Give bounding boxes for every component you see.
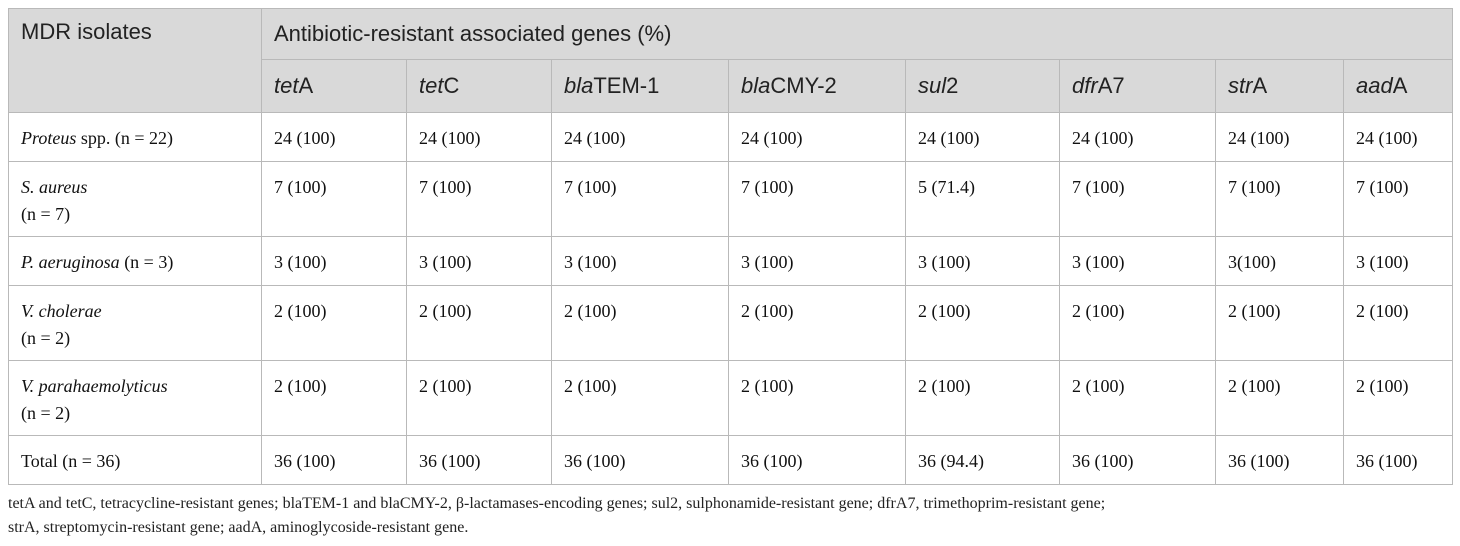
value-cell: 36 (100) <box>728 435 906 485</box>
value-cell: 7 (100) <box>406 161 552 237</box>
value-cell: 36 (100) <box>1215 435 1344 485</box>
value-cell: 24 (100) <box>406 112 552 162</box>
value-cell: 3 (100) <box>1342 236 1454 286</box>
table-row: S. aureus (n = 7) 7 (100) 7 (100) 7 (100)… <box>8 161 1454 237</box>
value-cell: 2 (100) <box>728 285 906 361</box>
value-cell: 7 (100) <box>728 161 906 237</box>
isolate-name-cell: V. parahaemolyticus (n = 2) <box>8 360 262 436</box>
value-cell: 24 (100) <box>261 112 407 162</box>
value-cell: 24 (100) <box>1059 112 1216 162</box>
table-row-total: Total (n = 36) 36 (100) 36 (100) 36 (100… <box>8 435 1454 485</box>
value-cell: 2 (100) <box>905 360 1060 436</box>
value-cell: 24 (100) <box>551 112 729 162</box>
value-cell: 2 (100) <box>551 285 729 361</box>
gene-header: blaCMY-2 <box>728 59 906 113</box>
gene-header: tetA <box>261 59 407 113</box>
table-row: V. cholerae (n = 2) 2 (100) 2 (100) 2 (10… <box>8 285 1454 361</box>
value-cell: 36 (100) <box>406 435 552 485</box>
value-cell: 24 (100) <box>1342 112 1454 162</box>
gene-header: sul2 <box>905 59 1060 113</box>
value-cell: 3 (100) <box>261 236 407 286</box>
value-cell: 36 (100) <box>261 435 407 485</box>
footnote-line: strA, streptomycin-resistant gene; aadA,… <box>8 519 469 536</box>
data-table-container: MDR isolates Antibiotic-resistant associ… <box>8 8 1454 485</box>
gene-header: strA <box>1215 59 1344 113</box>
value-cell: 36 (100) <box>551 435 729 485</box>
value-cell: 36 (100) <box>1059 435 1216 485</box>
isolate-name-cell: Total (n = 36) <box>8 435 262 485</box>
table-row: Proteus spp. (n = 22) 24 (100) 24 (100) … <box>8 112 1454 162</box>
value-cell: 24 (100) <box>1215 112 1344 162</box>
value-cell: 3 (100) <box>406 236 552 286</box>
value-cell: 24 (100) <box>728 112 906 162</box>
value-cell: 2 (100) <box>1215 285 1344 361</box>
value-cell: 7 (100) <box>551 161 729 237</box>
table-footnote: tetA and tetC, tetracycline-resistant ge… <box>8 492 1452 540</box>
value-cell: 3 (100) <box>905 236 1060 286</box>
isolate-name-cell: Proteus spp. (n = 22) <box>8 112 262 162</box>
header-genes-group: Antibiotic-resistant associated genes (%… <box>260 8 1454 60</box>
value-cell: 7 (100) <box>1342 161 1454 237</box>
value-cell: 2 (100) <box>1342 360 1454 436</box>
value-cell: 3(100) <box>1215 236 1344 286</box>
value-cell: 2 (100) <box>905 285 1060 361</box>
table-row: V. parahaemolyticus (n = 2) 2 (100) 2 (10… <box>8 360 1454 436</box>
value-cell: 3 (100) <box>728 236 906 286</box>
value-cell: 2 (100) <box>1215 360 1344 436</box>
header-mdr-isolates: MDR isolates <box>8 8 262 113</box>
value-cell: 2 (100) <box>1059 285 1216 361</box>
value-cell: 2 (100) <box>261 285 407 361</box>
footnote-line: tetA and tetC, tetracycline-resistant ge… <box>8 495 1106 512</box>
header-row-genes: tetA tetC blaTEM-1 blaCMY-2 sul2 dfrA7 s… <box>9 59 1454 113</box>
isolate-name-cell: S. aureus (n = 7) <box>8 161 262 237</box>
value-cell: 2 (100) <box>406 360 552 436</box>
value-cell: 2 (100) <box>261 360 407 436</box>
value-cell: 36 (100) <box>1342 435 1454 485</box>
value-cell: 2 (100) <box>728 360 906 436</box>
isolate-name-cell: P. aeruginosa (n = 3) <box>8 236 262 286</box>
gene-header: tetC <box>406 59 552 113</box>
value-cell: 7 (100) <box>1215 161 1344 237</box>
value-cell: 2 (100) <box>1342 285 1454 361</box>
value-cell: 2 (100) <box>1059 360 1216 436</box>
isolate-name-cell: V. cholerae (n = 2) <box>8 285 262 361</box>
antibiotic-resistance-table: MDR isolates Antibiotic-resistant associ… <box>8 8 1454 485</box>
gene-header: dfrA7 <box>1059 59 1216 113</box>
value-cell: 36 (94.4) <box>905 435 1060 485</box>
value-cell: 3 (100) <box>1059 236 1216 286</box>
table-row: P. aeruginosa (n = 3) 3 (100) 3 (100) 3 … <box>8 236 1454 286</box>
header-row-top: MDR isolates Antibiotic-resistant associ… <box>8 8 1454 113</box>
value-cell: 7 (100) <box>261 161 407 237</box>
value-cell: 5 (71.4) <box>905 161 1060 237</box>
value-cell: 7 (100) <box>1059 161 1216 237</box>
value-cell: 24 (100) <box>905 112 1060 162</box>
gene-header: blaTEM-1 <box>551 59 729 113</box>
value-cell: 2 (100) <box>551 360 729 436</box>
gene-header: aadA <box>1342 59 1454 113</box>
value-cell: 3 (100) <box>551 236 729 286</box>
value-cell: 2 (100) <box>406 285 552 361</box>
